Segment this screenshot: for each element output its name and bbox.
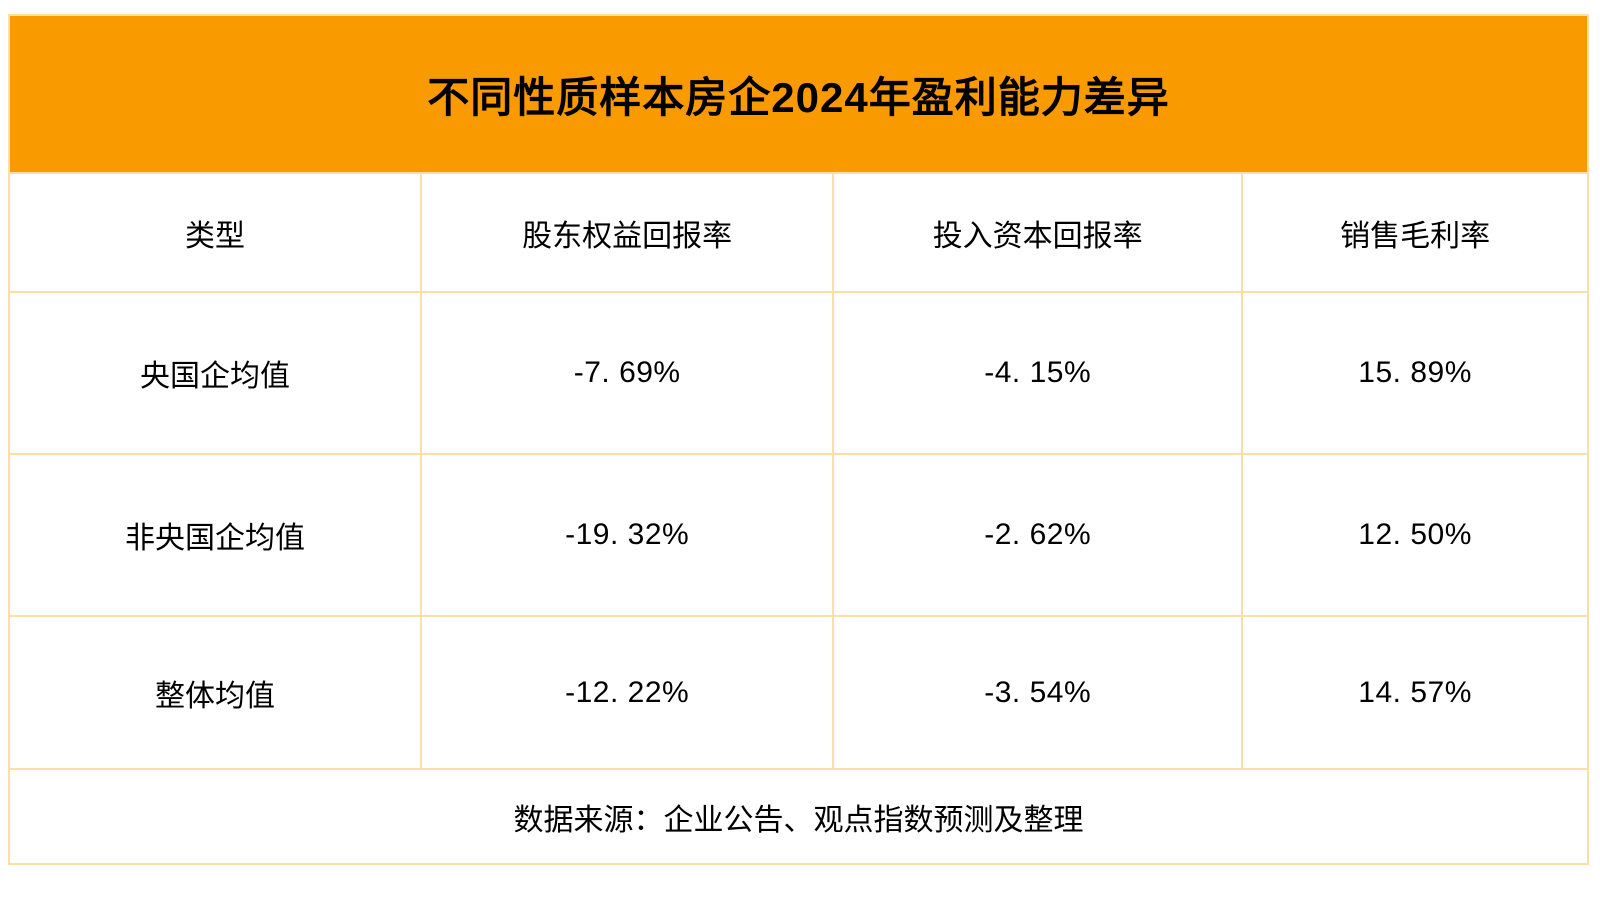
profitability-table-container: 不同性质样本房企2024年盈利能力差异 类型 股东权益回报率 投入资本回报率 销… (7, 14, 1589, 865)
cell-roic: -3. 54% (832, 615, 1244, 770)
cell-gross-margin: 12. 50% (1241, 453, 1589, 617)
table-row: 央国企均值 -7. 69% -4. 15% 15. 89% (7, 291, 1589, 455)
cell-roe: -7. 69% (420, 291, 835, 455)
column-header-gross-margin: 销售毛利率 (1241, 172, 1589, 293)
table-row: 非央国企均值 -19. 32% -2. 62% 12. 50% (7, 453, 1589, 617)
row-label: 非央国企均值 (7, 453, 423, 617)
source-note: 数据来源：企业公告、观点指数预测及整理 (8, 768, 1589, 865)
source-note-row: 数据来源：企业公告、观点指数预测及整理 (8, 768, 1589, 865)
cell-gross-margin: 14. 57% (1241, 615, 1589, 770)
cell-roe: -12. 22% (420, 615, 835, 770)
cell-gross-margin: 15. 89% (1241, 291, 1589, 455)
column-header-roe: 股东权益回报率 (420, 172, 835, 293)
column-header-type: 类型 (7, 172, 423, 293)
cell-roe: -19. 32% (420, 453, 835, 617)
column-header-roic: 投入资本回报率 (832, 172, 1244, 293)
profitability-table: 不同性质样本房企2024年盈利能力差异 类型 股东权益回报率 投入资本回报率 销… (7, 14, 1589, 865)
row-label: 央国企均值 (7, 291, 423, 455)
cell-roic: -4. 15% (832, 291, 1244, 455)
table-title: 不同性质样本房企2024年盈利能力差异 (8, 14, 1589, 174)
row-label: 整体均值 (7, 615, 423, 770)
title-banner-row: 不同性质样本房企2024年盈利能力差异 (8, 14, 1589, 174)
column-header-row: 类型 股东权益回报率 投入资本回报率 销售毛利率 (7, 172, 1589, 293)
cell-roic: -2. 62% (832, 453, 1244, 617)
table-row: 整体均值 -12. 22% -3. 54% 14. 57% (7, 615, 1589, 770)
